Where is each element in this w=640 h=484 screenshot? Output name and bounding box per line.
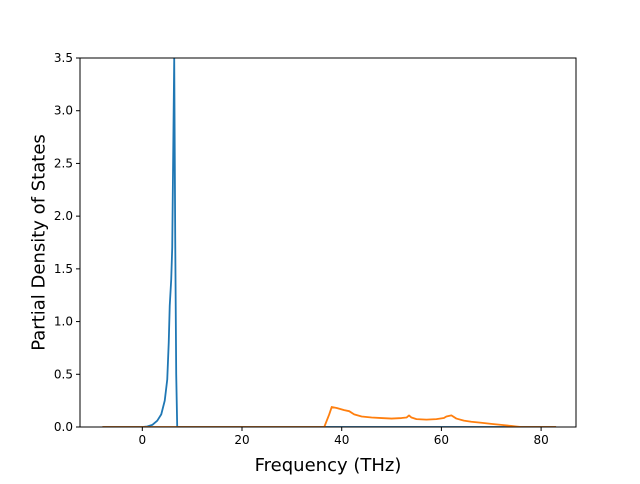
y-tick-label: 2.5 bbox=[54, 156, 73, 170]
x-tick-label: 60 bbox=[434, 433, 449, 447]
x-axis-label: Frequency (THz) bbox=[255, 455, 402, 476]
y-tick-label: 1.5 bbox=[54, 262, 73, 276]
y-tick-label: 0.5 bbox=[54, 367, 73, 381]
x-ticks: 0 20 40 60 80 bbox=[138, 427, 549, 447]
x-tick-label: 40 bbox=[334, 433, 349, 447]
y-tick-label: 1.0 bbox=[54, 315, 73, 329]
x-tick-label: 80 bbox=[533, 433, 548, 447]
y-axis-label: Partial Density of States bbox=[28, 134, 49, 351]
series-line-2 bbox=[102, 406, 557, 427]
y-tick-label: 3.5 bbox=[54, 51, 73, 65]
series-line-1 bbox=[102, 58, 557, 427]
series-layer bbox=[102, 58, 557, 427]
y-tick-label: 3.0 bbox=[54, 104, 73, 118]
x-tick-label: 0 bbox=[138, 433, 146, 447]
x-tick-label: 20 bbox=[234, 433, 249, 447]
y-ticks: 0.0 0.5 1.0 1.5 2.0 2.5 3.0 3.5 bbox=[54, 51, 80, 434]
y-tick-label: 2.0 bbox=[54, 209, 73, 223]
axes-frame bbox=[79, 57, 577, 428]
y-tick-label: 0.0 bbox=[54, 420, 73, 434]
